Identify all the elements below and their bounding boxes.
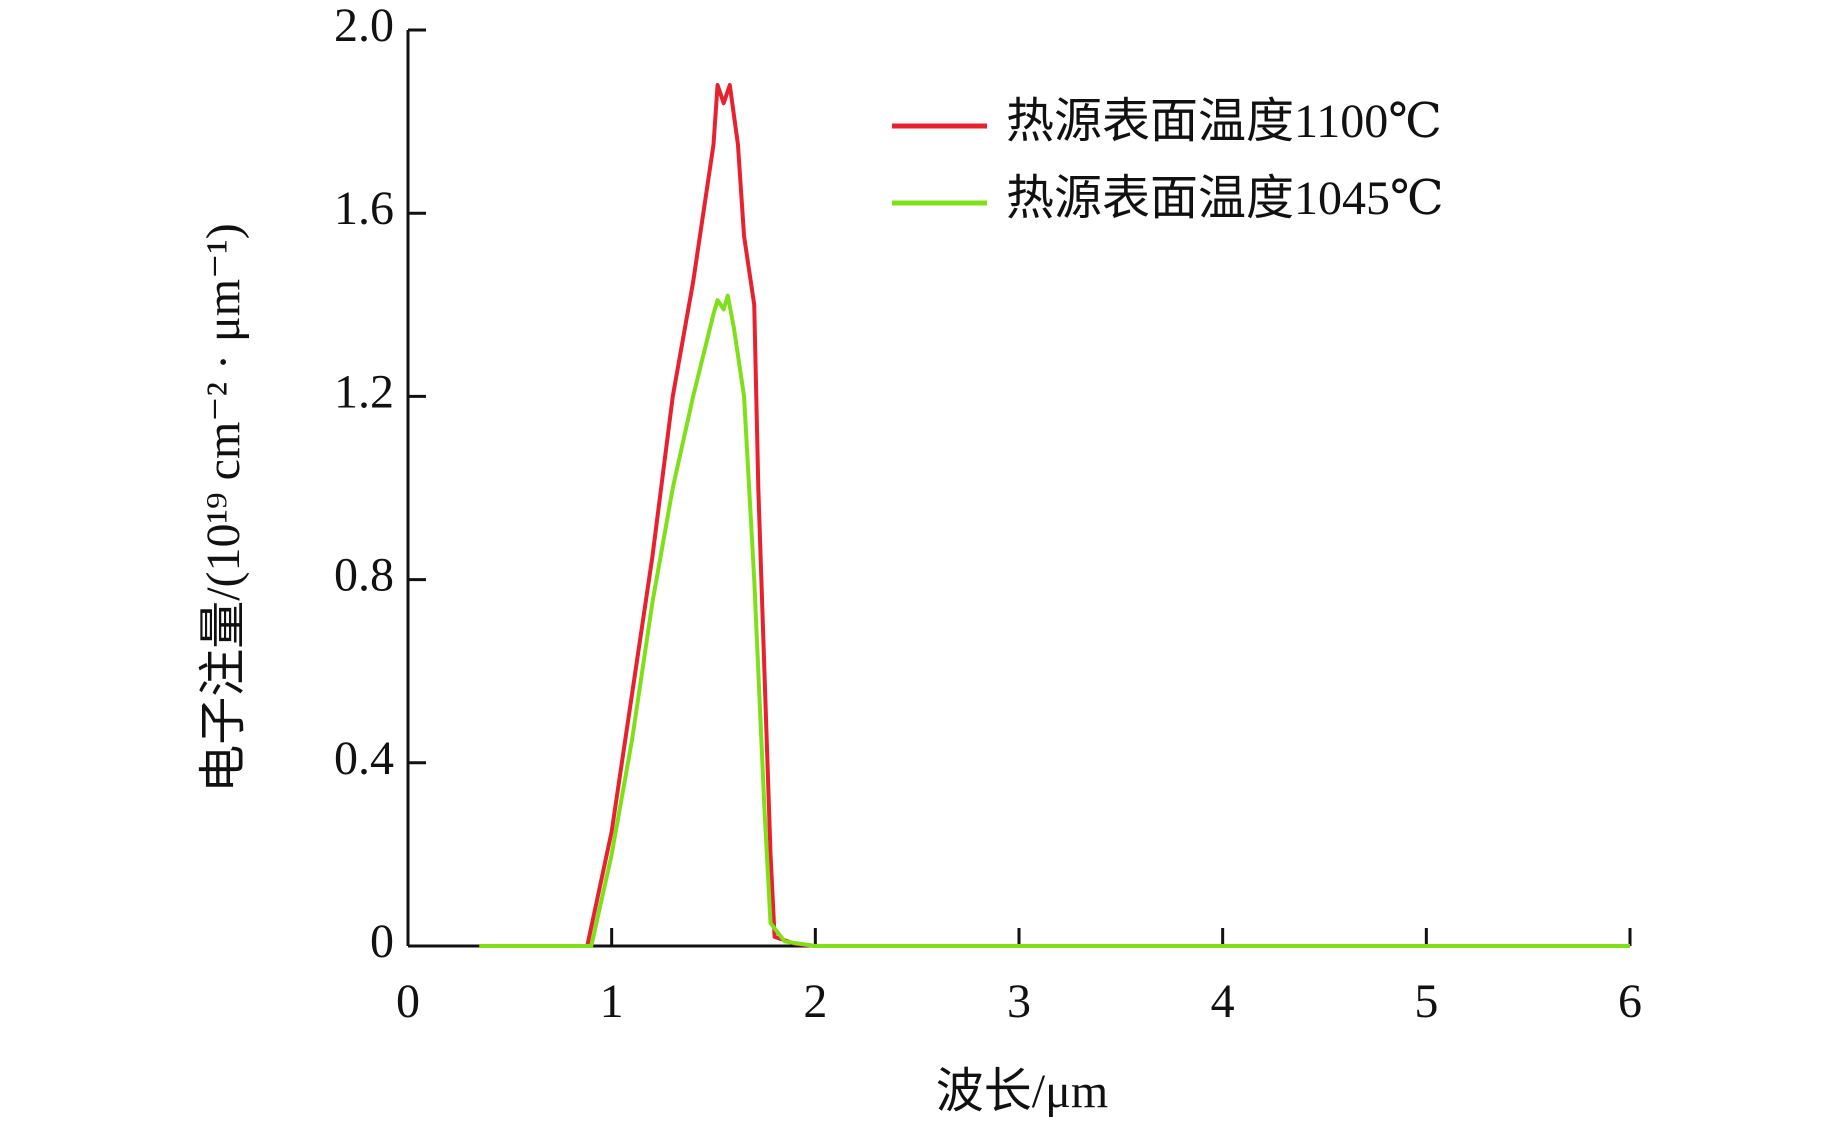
legend-label: 热源表面温度1045℃ [1006,172,1444,225]
series-line [479,82,1630,948]
y-axis-label: 电子注量/(10¹⁹ cm⁻² · μm⁻¹) [197,223,250,793]
x-tick-label: 0 [396,975,420,1028]
y-tick-label: 0.4 [334,732,394,785]
y-tick-label: 0 [370,915,394,968]
y-tick-label: 2.0 [334,0,394,52]
x-axis-label: 波长/μm [936,1065,1108,1118]
legend-label: 热源表面温度1100℃ [1006,95,1442,148]
y-tick-label: 1.2 [334,365,394,418]
x-tick-label: 1 [600,975,624,1028]
x-tick-label: 2 [803,975,827,1028]
x-tick-label: 5 [1414,975,1438,1028]
x-tick-label: 4 [1211,975,1235,1028]
series-line [479,293,1630,948]
y-tick-label: 1.6 [334,182,394,235]
y-tick-label: 0.8 [334,549,394,602]
x-tick-label: 3 [1007,975,1031,1028]
x-tick-label: 6 [1618,975,1642,1028]
